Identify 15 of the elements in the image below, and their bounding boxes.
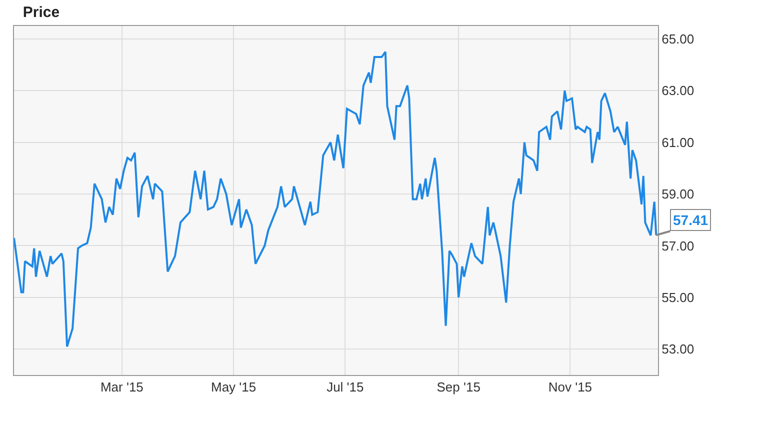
x-tick-label: Nov '15 (548, 380, 592, 395)
y-tick-label: 57.00 (662, 238, 694, 254)
annotation: 57.41 (673, 212, 708, 228)
y-tick-label: 55.00 (662, 290, 694, 305)
y-tick-label: 59.00 (662, 186, 694, 202)
y-tick-label: 65.00 (662, 31, 694, 46)
y-tick-label: 61.00 (662, 134, 694, 150)
chart-title: Price (22, 4, 60, 21)
y-tick-label: 53.00 (662, 342, 694, 357)
y-tick-label: 63.00 (662, 83, 694, 98)
x-tick-label: Jul '15 (326, 380, 364, 395)
x-tick-label: Sep '15 (436, 380, 480, 395)
x-tick-label: May '15 (210, 380, 256, 395)
x-tick-label: Mar '15 (100, 380, 144, 395)
line-series (14, 50, 658, 348)
